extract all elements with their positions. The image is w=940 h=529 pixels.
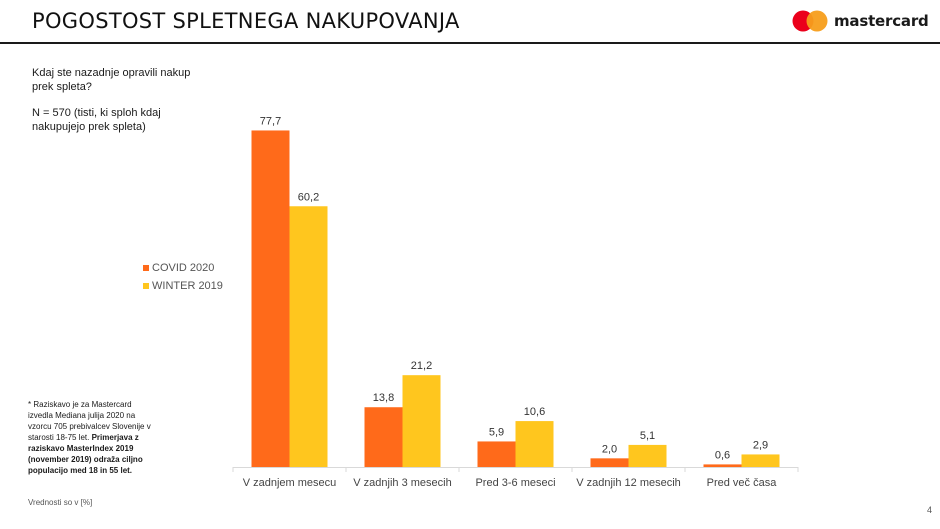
- bar-covid: [477, 441, 516, 467]
- chart-legend: COVID 2020 WINTER 2019: [143, 259, 223, 295]
- legend-label-winter: WINTER 2019: [152, 280, 223, 292]
- bar-winter: [402, 375, 441, 467]
- data-label-winter: 10,6: [524, 406, 545, 418]
- x-tick-label: Pred več časa: [707, 477, 778, 489]
- data-label-winter: 21,2: [411, 360, 432, 372]
- data-label-winter: 5,1: [640, 430, 655, 442]
- bar-covid: [590, 458, 629, 467]
- logo-text: mastercard: [834, 12, 929, 30]
- data-label-covid: 0,6: [715, 449, 730, 461]
- mastercard-logo: mastercard: [792, 10, 929, 32]
- sample-size: N = 570 (tisti, ki sploh kdaj nakupujejo…: [32, 107, 161, 133]
- x-tick-label: V zadnjih 12 mesecih: [576, 477, 681, 489]
- question-text: Kdaj ste nazadnje opravili nakup prek sp…: [32, 67, 191, 93]
- data-label-covid: 2,0: [602, 443, 617, 455]
- footnote: * Raziskavo je za Mastercard izvedla Med…: [28, 399, 156, 476]
- page-number: 4: [927, 505, 933, 515]
- bar-winter: [741, 454, 780, 467]
- page-title: POGOSTOST SPLETNEGA NAKUPOVANJA: [32, 9, 460, 33]
- x-tick-label: V zadnjih 3 mesecih: [353, 477, 451, 489]
- data-label-winter: 2,9: [753, 439, 768, 451]
- x-tick-label: V zadnjem mesecu: [243, 477, 337, 489]
- bar-covid: [703, 464, 742, 467]
- data-label-covid: 5,9: [489, 426, 504, 438]
- question-block: Kdaj ste nazadnje opravili nakup prek sp…: [32, 66, 192, 146]
- bar-covid: [251, 130, 290, 468]
- legend-swatch-winter: [143, 283, 149, 289]
- data-label-covid: 77,7: [260, 115, 281, 127]
- legend-label-covid: COVID 2020: [152, 262, 215, 274]
- x-tick-label: Pred 3-6 meseci: [475, 477, 555, 489]
- data-label-covid: 13,8: [373, 392, 394, 404]
- footnote-text: * Raziskavo je za Mastercard izvedla Med…: [28, 400, 151, 442]
- bar-winter: [515, 421, 554, 467]
- bar-winter: [628, 444, 667, 467]
- data-label-winter: 60,2: [298, 191, 319, 203]
- footnote-bold: Primerjava z raziskavo MasterIndex 2019 …: [28, 433, 143, 475]
- title-divider: [0, 42, 940, 44]
- legend-item-winter: WINTER 2019: [143, 277, 223, 295]
- units-note: Vrednosti so v [%]: [28, 498, 93, 507]
- legend-swatch-covid: [143, 265, 149, 271]
- bar-covid: [364, 407, 403, 467]
- mastercard-circles-icon: [792, 10, 828, 32]
- bar-winter: [289, 206, 328, 468]
- legend-item-covid: COVID 2020: [143, 259, 223, 277]
